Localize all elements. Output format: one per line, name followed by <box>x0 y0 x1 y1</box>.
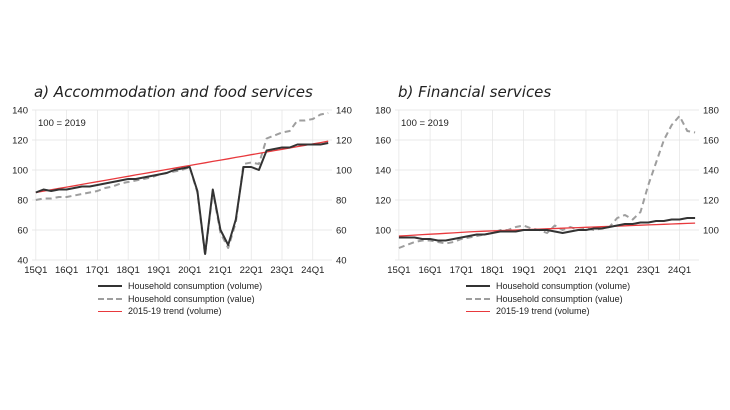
y-tick-label-right: 180 <box>703 106 719 117</box>
y-tick-label-right: 100 <box>703 226 719 237</box>
x-tick-label: 15Q1 <box>24 265 47 276</box>
x-tick-label: 15Q1 <box>387 265 410 276</box>
x-tick-label: 21Q1 <box>209 265 232 276</box>
y-tick-label-left: 120 <box>375 196 391 207</box>
chart-a-title: a) Accommodation and food services <box>34 83 313 101</box>
x-tick-label: 22Q1 <box>606 265 629 276</box>
y-tick-label-right: 60 <box>336 226 347 237</box>
x-tick-label: 23Q1 <box>637 265 660 276</box>
x-tick-label: 24Q1 <box>668 265 691 276</box>
y-tick-label-right: 140 <box>336 106 352 117</box>
y-tick-label-left: 140 <box>375 166 391 177</box>
x-tick-label: 19Q1 <box>147 265 170 276</box>
legend-item-value: Household consumption (value) <box>98 293 262 306</box>
x-tick-label: 17Q1 <box>86 265 109 276</box>
chart-b: 100 120 140 160 180 100 120 140 160 180 15Q1 16Q1 17… <box>375 106 719 277</box>
legend-label-trend: 2015-19 trend (volume) <box>128 306 222 317</box>
chart-b-legend: Household consumption (volume) Household… <box>466 280 630 318</box>
legend-item-value: Household consumption (value) <box>466 293 630 306</box>
y-tick-label-left: 140 <box>12 106 28 117</box>
legend-swatch-volume <box>98 285 122 288</box>
x-tick-label: 20Q1 <box>178 265 201 276</box>
x-tick-label: 21Q1 <box>574 265 597 276</box>
legend-label-value: Household consumption (value) <box>128 293 255 304</box>
x-tick-label: 20Q1 <box>543 265 566 276</box>
y-tick-label-right: 160 <box>703 136 719 147</box>
x-tick-label: 18Q1 <box>117 265 140 276</box>
x-tick-label: 16Q1 <box>418 265 441 276</box>
y-tick-label-right: 80 <box>336 196 347 207</box>
y-tick-label-right: 40 <box>336 256 347 267</box>
legend-item-trend: 2015-19 trend (volume) <box>466 305 630 318</box>
chart-note: 100 = 2019 <box>401 118 449 129</box>
y-tick-label-right: 120 <box>703 196 719 207</box>
series-line-value <box>35 112 329 257</box>
y-tick-label-right: 100 <box>336 166 352 177</box>
y-tick-label-left: 100 <box>375 226 391 237</box>
x-tick-label: 17Q1 <box>450 265 473 276</box>
legend-item-volume: Household consumption (volume) <box>98 280 262 293</box>
legend-label-volume: Household consumption (volume) <box>496 281 631 292</box>
x-tick-label: 16Q1 <box>55 265 78 276</box>
y-tick-label-left: 160 <box>375 136 391 147</box>
series-line-volume <box>398 217 696 242</box>
legend-item-volume: Household consumption (volume) <box>466 280 630 293</box>
y-tick-label-right: 140 <box>703 166 719 177</box>
y-tick-label-right: 120 <box>336 136 352 147</box>
series-line-trend <box>35 140 329 194</box>
chart-b-title: b) Financial services <box>398 83 552 101</box>
y-tick-label-left: 100 <box>12 166 28 177</box>
legend-swatch-volume <box>466 285 490 288</box>
legend-item-trend: 2015-19 trend (volume) <box>98 305 262 318</box>
y-tick-label-left: 60 <box>17 226 28 237</box>
legend-label-value: Household consumption (value) <box>496 293 623 304</box>
legend-swatch-value <box>466 297 490 300</box>
x-tick-label: 18Q1 <box>481 265 504 276</box>
legend-label-volume: Household consumption (volume) <box>128 281 263 292</box>
chart-note: 100 = 2019 <box>38 118 86 129</box>
legend-label-trend: 2015-19 trend (volume) <box>496 306 590 317</box>
series-line-volume <box>35 142 329 255</box>
x-tick-label: 19Q1 <box>512 265 535 276</box>
y-tick-label-left: 180 <box>375 106 391 117</box>
y-tick-label-left: 120 <box>12 136 28 147</box>
legend-swatch-trend <box>466 310 490 312</box>
y-tick-label-left: 80 <box>17 196 28 207</box>
chart-a: 40 60 80 100 120 140 40 60 80 100 120 140 15Q1 16Q1 17… <box>12 106 352 277</box>
series-line-trend <box>398 222 696 237</box>
legend-swatch-value <box>98 297 122 300</box>
series-line-value <box>398 115 696 249</box>
chart-a-legend: Household consumption (volume) Household… <box>98 280 262 318</box>
y-tick-label-left: 40 <box>17 256 28 267</box>
x-tick-label: 24Q1 <box>301 265 324 276</box>
legend-swatch-trend <box>98 310 122 312</box>
x-tick-label: 23Q1 <box>270 265 293 276</box>
x-tick-label: 22Q1 <box>240 265 263 276</box>
